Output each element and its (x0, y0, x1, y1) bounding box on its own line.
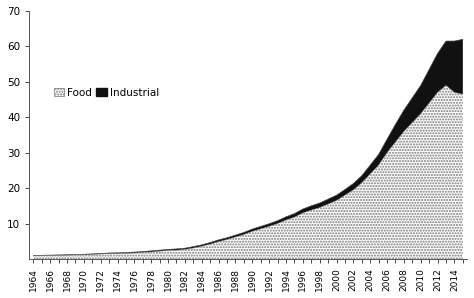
Legend: Food, Industrial: Food, Industrial (52, 86, 161, 100)
